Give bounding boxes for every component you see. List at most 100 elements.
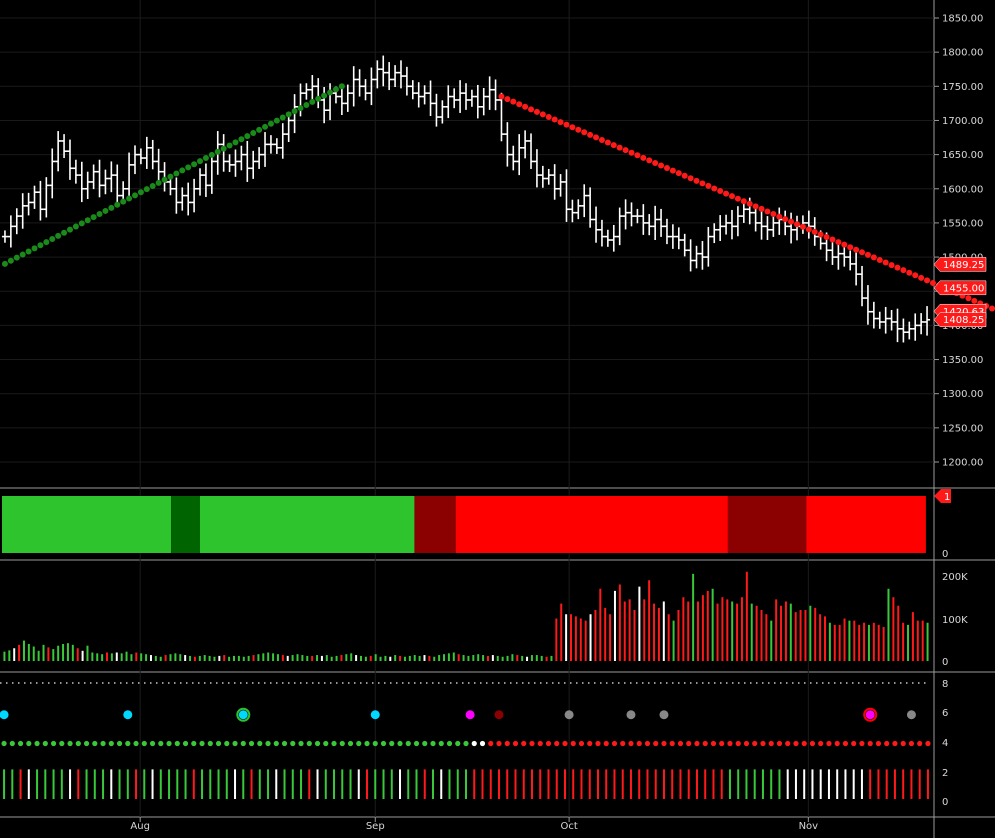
sar-dot [7,257,14,264]
row4-dot [727,740,733,747]
row4-dot [108,740,114,747]
sar-dot [126,195,133,202]
row4-dot [702,740,708,747]
row2-bar [300,769,303,799]
row4-dot [207,740,213,747]
sar-dot [870,254,877,261]
sar-dot [918,274,925,281]
row4-dot [364,740,370,747]
sar-dot [43,239,50,246]
marker-dot [659,710,669,720]
row4-dot [818,740,824,747]
sar-dot [675,170,682,177]
sar-dot [924,277,931,284]
row4-dot [166,740,172,747]
row4-dot [628,740,634,747]
row2-bar [514,769,517,799]
row2-bar [687,769,690,799]
row4-dot [578,740,585,747]
row2-bar [60,769,63,799]
dots-tick-2: 2 [942,768,948,779]
row4-dot [50,740,57,747]
row2-bar [465,769,467,799]
sar-dot [149,183,156,190]
row2-bar [596,769,599,799]
sar-dot [303,102,310,109]
row4-dot [281,740,288,747]
sar-dot [84,217,91,224]
row2-bar [728,769,731,799]
row4-dot [257,740,263,747]
sar-dot [717,188,724,195]
sar-dot [220,145,227,152]
row2-bar [102,769,105,799]
row4-dot [900,740,906,747]
marker-dot [494,710,504,720]
sar-dot [616,144,623,151]
row4-dot [644,740,651,747]
row4-dot [158,740,164,747]
row4-dot [9,740,15,747]
row4-dot [545,740,552,747]
row4-dot [710,740,717,747]
row2-bar [275,769,278,799]
row2-bar [530,769,533,799]
sar-dot [267,120,274,127]
sar-dot [539,111,546,118]
row2-bar [720,769,723,799]
sar-dot [764,208,771,215]
row4-dot [694,740,700,747]
sar-dot [327,89,334,96]
sar-dot [587,131,594,138]
row2-bar [126,769,129,799]
row2-bar [209,769,212,799]
row2-bar [844,769,847,799]
row2-bar [671,769,674,799]
marker-ring [863,707,878,722]
row2-bar [357,769,360,799]
row2-bar [819,769,822,799]
row2-bar [893,769,896,799]
sar-dot [894,264,901,271]
sar-dot [208,151,215,158]
dots-tick-4: 4 [942,738,948,749]
row2-bar [860,769,863,799]
row2-bar [349,769,352,799]
row2-bar [613,769,616,799]
sar-dot [811,228,818,235]
sar-dot [49,235,56,242]
month-label: Sep [366,821,385,832]
sar-dot [244,133,251,140]
band-badge-label: 1 [944,492,950,503]
marker-dot [238,710,248,720]
row2-bar [926,769,929,799]
month-label: Aug [130,821,150,832]
sar-dot [823,233,830,240]
row4-dot [504,740,510,747]
sar-dot [912,272,919,279]
row4-dot [405,740,411,747]
sar-dot [853,246,860,253]
row2-bar [456,769,459,799]
row4-dot [463,740,469,747]
sar-dot [829,236,836,243]
sar-dot [131,192,138,199]
row4-dot [232,740,238,747]
price-tick-label: 1350.00 [942,355,983,366]
volume-tick-200k: 200K [942,572,968,583]
row4-dot [488,740,494,747]
sar-dot [788,218,795,225]
sar-dot [161,176,168,183]
row2-bar [93,769,96,799]
last-value-badge [933,312,987,327]
sar-dot [728,193,735,200]
row2-bar [407,769,410,799]
price-tick-label: 1700.00 [942,116,983,127]
sar-dot [321,92,328,99]
row2-bar [539,769,542,799]
row2-bar [918,769,921,799]
row4-dot [925,740,931,747]
row2-bar [646,769,649,799]
row2-bar [638,769,641,799]
